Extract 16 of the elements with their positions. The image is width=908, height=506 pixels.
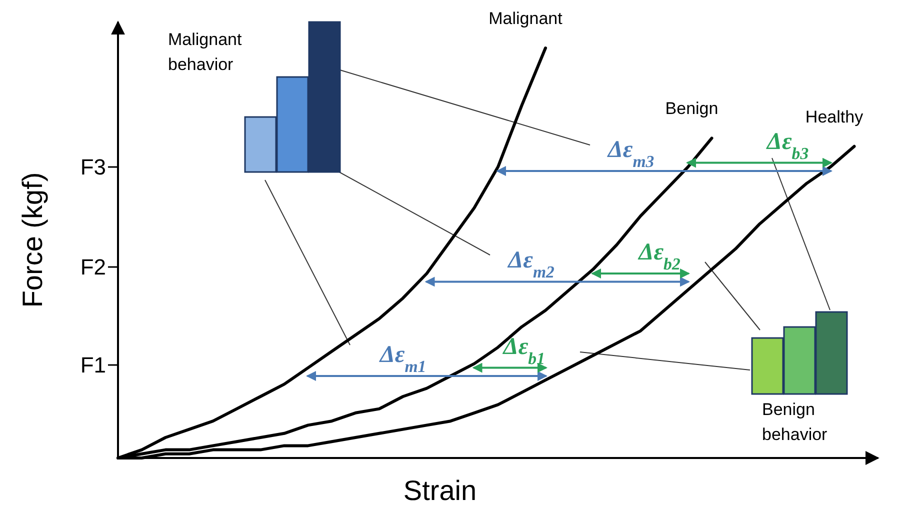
series-label: Healthy [805, 107, 864, 126]
y-axis-title: Force (kgf) [17, 172, 48, 308]
series-label: Benign [665, 99, 718, 118]
annotation: Malignant behavior [168, 30, 242, 74]
annotation: Benign behavior [762, 400, 828, 444]
text: F3 [80, 154, 106, 180]
annotation: Δε$_{b2}$ [638, 240, 680, 273]
series-label: Malignant [488, 9, 563, 28]
text: F1 [80, 352, 106, 378]
text: F2 [80, 254, 106, 280]
annotation: Δε$_{m1}$ [378, 342, 426, 376]
annotation: Δε$_{b3}$ [766, 128, 809, 162]
x-axis-title: Strain [403, 475, 477, 506]
annotation: Δε$_{b1}$ [502, 334, 545, 368]
annotation: Δε$_{m3}$ [606, 137, 654, 170]
annotation: Δε$_{m2}$ [507, 248, 554, 282]
